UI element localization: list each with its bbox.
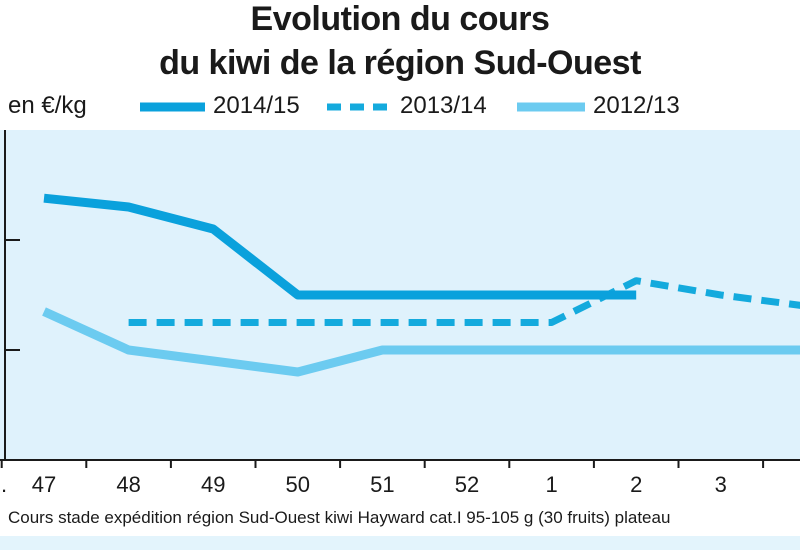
- x-tick-label-3: 49: [201, 472, 225, 497]
- chart-title-line-2: du kiwi de la région Sud-Ouest: [159, 44, 641, 82]
- series-line-2013-14: [128, 277, 800, 326]
- series-line-2012-13: [42, 307, 800, 377]
- legend-label-2014-15: 2014/15: [213, 92, 300, 119]
- x-tick-label-2: 48: [116, 472, 140, 497]
- x-tick-label-9: 3: [715, 472, 727, 497]
- bottom-band: [0, 536, 800, 550]
- x-tick-label-6: 52: [455, 472, 479, 497]
- x-tick-label-8: 2: [630, 472, 642, 497]
- series-line-2014-15: [43, 193, 637, 300]
- x-tick-label-0: .: [1, 472, 7, 497]
- x-tick-label-4: 50: [286, 472, 310, 497]
- y-axis-unit-label: en €/kg: [8, 92, 87, 119]
- x-tick-label-7: 1: [545, 472, 557, 497]
- chart-title-line-1: Evolution du cours: [250, 0, 550, 38]
- x-tick-label-5: 51: [370, 472, 394, 497]
- chart-source-note: Cours stade expédition région Sud-Ouest …: [8, 508, 671, 527]
- legend-label-2012-13: 2012/13: [593, 92, 680, 119]
- legend-label-2013-14: 2013/14: [400, 92, 487, 119]
- x-tick-label-1: 47: [32, 472, 56, 497]
